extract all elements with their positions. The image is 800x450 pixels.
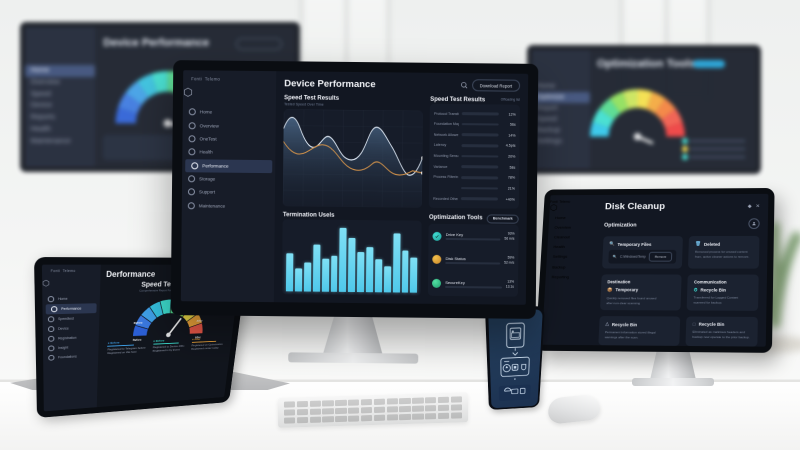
- svg-text:Before: Before: [132, 338, 141, 341]
- svg-text:After: After: [196, 319, 203, 322]
- svg-text:Before: Before: [133, 321, 142, 324]
- svg-text:After: After: [194, 336, 201, 339]
